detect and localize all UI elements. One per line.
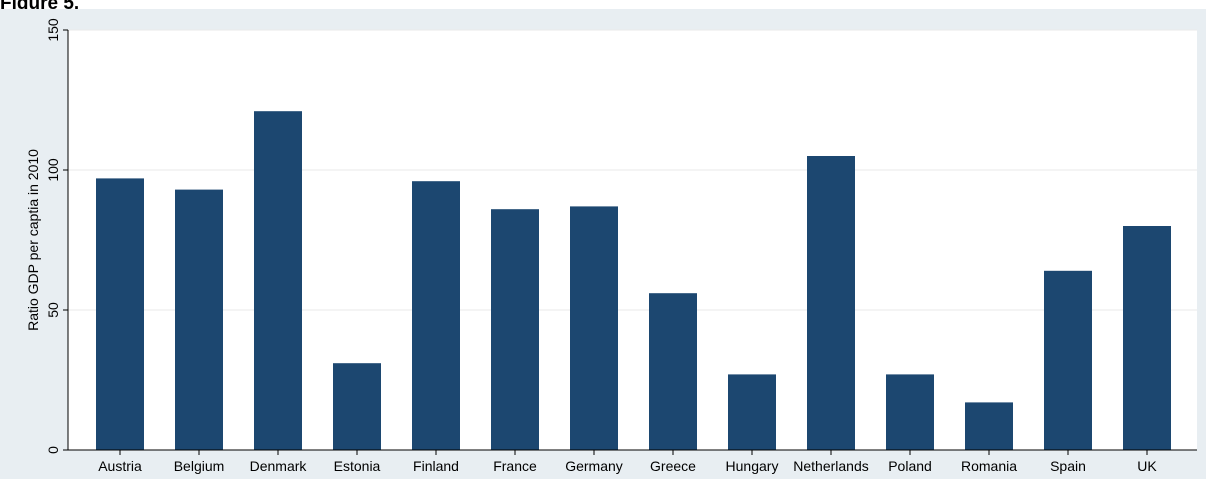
plot-area: [68, 30, 1197, 450]
bar-estonia: [333, 363, 381, 450]
bar-greece: [649, 293, 697, 450]
x-tick-label-estonia: Estonia: [334, 458, 381, 474]
bar-austria: [96, 178, 144, 450]
x-tick-label-netherlands: Netherlands: [793, 458, 869, 474]
x-tick-label-poland: Poland: [888, 458, 932, 474]
x-tick-label-austria: Austria: [98, 458, 142, 474]
y-tick-label-100: 100: [45, 158, 61, 182]
bar-germany: [570, 206, 618, 450]
x-tick-label-romania: Romania: [961, 458, 1017, 474]
x-tick-label-hungary: Hungary: [726, 458, 779, 474]
bar-finland: [412, 181, 460, 450]
bar-denmark: [254, 111, 302, 450]
x-tick-label-spain: Spain: [1050, 458, 1086, 474]
y-ticks: 0 50 100 150: [45, 18, 68, 454]
bars: [96, 111, 1171, 450]
bar-france: [491, 209, 539, 450]
x-ticks: Austria Belgium Denmark Estonia Finland Franc…: [98, 450, 1157, 474]
bar-spain: [1044, 270, 1092, 450]
x-tick-label-uk: UK: [1137, 458, 1157, 474]
bar-poland: [886, 374, 934, 450]
bar-hungary: [728, 374, 776, 450]
bar-uk: [1123, 226, 1171, 450]
y-tick-label-50: 50: [45, 302, 61, 318]
x-tick-label-greece: Greece: [650, 458, 696, 474]
bar-romania: [965, 402, 1013, 450]
x-tick-label-finland: Finland: [413, 458, 459, 474]
x-tick-label-belgium: Belgium: [174, 458, 225, 474]
x-tick-label-germany: Germany: [565, 458, 623, 474]
y-tick-label-0: 0: [45, 446, 61, 454]
x-tick-label-denmark: Denmark: [250, 458, 308, 474]
x-tick-label-france: France: [493, 458, 537, 474]
bar-belgium: [175, 189, 223, 450]
y-axis-title: Ratio GDP per captia in 2010: [25, 149, 41, 331]
bar-netherlands: [807, 156, 855, 450]
y-tick-label-150: 150: [45, 18, 61, 42]
